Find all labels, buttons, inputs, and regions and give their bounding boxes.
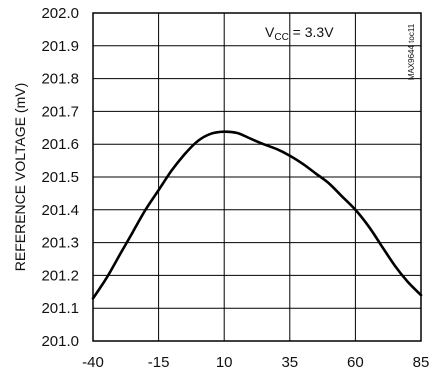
- y-tick-labels: 201.0 201.1 201.2 201.3 201.4 201.5 201.6 201.7…: [41, 5, 79, 350]
- vcc-sub: CC: [274, 32, 288, 43]
- x-tick-labels: -40 -15 10 35 60 85: [82, 354, 429, 371]
- figure-code: MAX9644 toc11: [407, 23, 416, 80]
- grid-lines: [92, 12, 422, 342]
- series-line: [91, 130, 423, 300]
- y-tick-label: 201.7: [41, 103, 79, 120]
- y-tick-label: 201.8: [41, 71, 79, 88]
- vcc-rest: = 3.3V: [289, 24, 334, 40]
- y-tick-label: 201.1: [41, 300, 79, 317]
- x-tick-label: -40: [82, 354, 104, 371]
- x-tick-label: 60: [347, 354, 364, 371]
- x-tick-label: 10: [216, 354, 233, 371]
- x-tick-label: 85: [413, 354, 430, 371]
- y-tick-label: 201.0: [41, 333, 79, 350]
- vcc-annotation: VCC = 3.3V: [265, 24, 334, 43]
- y-tick-label: 201.6: [41, 136, 79, 153]
- y-tick-label: 201.2: [41, 267, 79, 284]
- y-tick-label: 201.4: [41, 202, 79, 219]
- vcc-main: V: [265, 24, 275, 40]
- x-tick-label: -15: [148, 354, 170, 371]
- y-tick-label: 201.5: [41, 169, 79, 186]
- x-tick-label: 35: [281, 354, 298, 371]
- y-axis-label: REFERENCE VOLTAGE (mV): [12, 83, 28, 272]
- y-tick-label: 202.0: [41, 5, 79, 22]
- y-tick-label: 201.9: [41, 38, 79, 55]
- y-tick-label: 201.3: [41, 235, 79, 252]
- plot-frame: [92, 12, 422, 342]
